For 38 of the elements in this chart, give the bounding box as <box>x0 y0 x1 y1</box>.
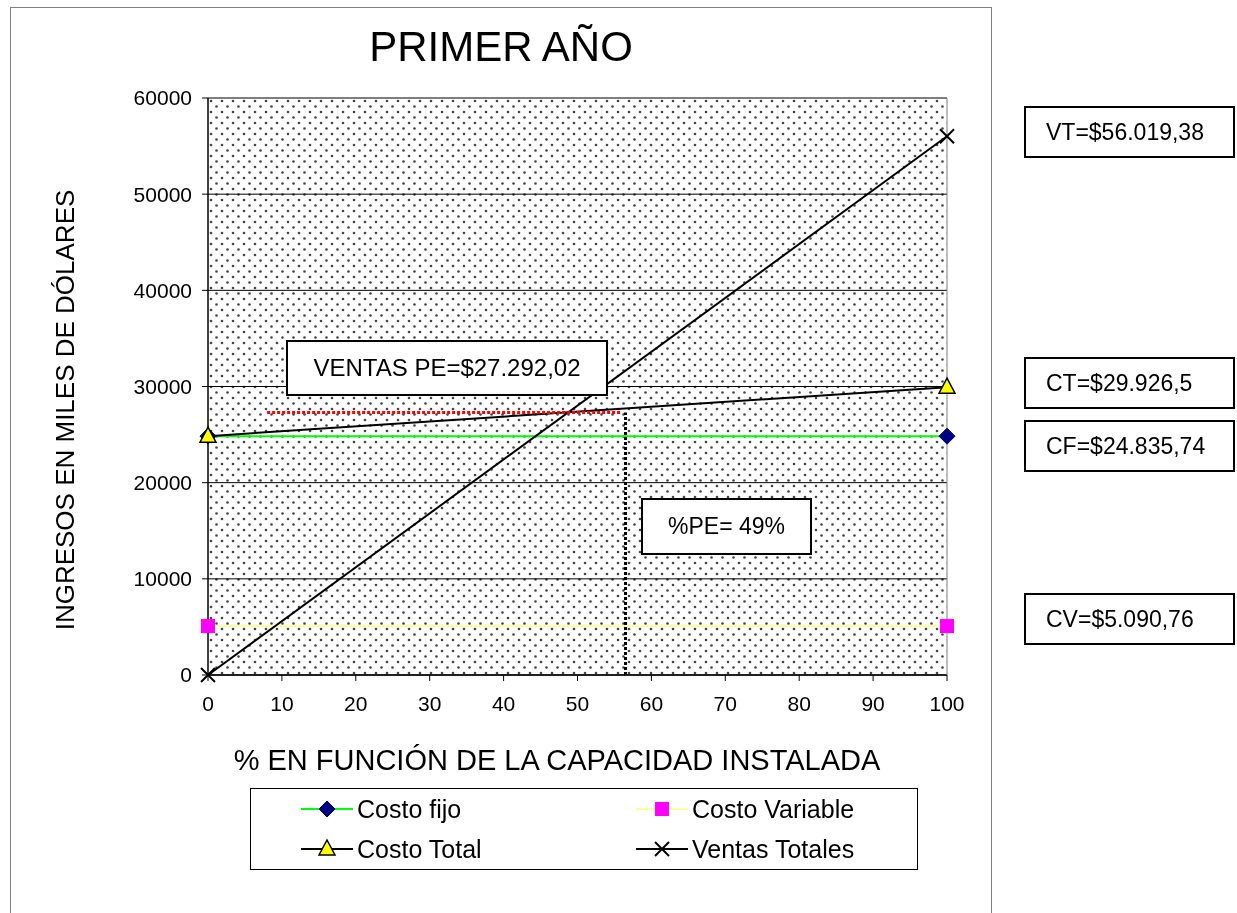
x-tick-label: 80 <box>787 691 811 715</box>
chart-title: PRIMER AÑO <box>369 23 633 70</box>
x-tick-label: 70 <box>713 691 737 715</box>
callout-box: VT=$56.019,38 <box>1024 106 1235 158</box>
x-tick-label: 60 <box>639 691 664 715</box>
legend-label: Ventas Totales <box>692 834 855 864</box>
point <box>938 427 956 445</box>
x-tick-label: 50 <box>565 691 590 715</box>
x-tick-label: 90 <box>861 691 885 715</box>
callout-box: %PE= 49% <box>641 498 812 555</box>
y-tick-label: 50000 <box>133 182 192 206</box>
annotation: %PE= 49% <box>668 513 785 540</box>
annotation: VENTAS PE=$27.292,02 <box>313 354 581 382</box>
point <box>940 619 954 634</box>
callout-box: CV=$5.090,76 <box>1024 593 1235 645</box>
point <box>201 619 215 634</box>
x-tick-label: 30 <box>418 691 442 715</box>
legend-label: Costo Total <box>357 834 482 864</box>
y-tick-label: 20000 <box>133 471 192 495</box>
legend-label: Costo fijo <box>357 794 462 824</box>
callout-box: CT=$29.926,5 <box>1024 357 1235 409</box>
point <box>200 667 216 683</box>
x-tick-label: 40 <box>491 691 516 715</box>
legend-label: Costo Variable <box>692 794 855 824</box>
callout-box: VENTAS PE=$27.292,02 <box>286 340 608 396</box>
x-tick-label: 0 <box>202 691 214 715</box>
y-tick-label: 60000 <box>133 86 192 110</box>
x-tick-label: 100 <box>929 691 965 715</box>
x-tick-label: 10 <box>270 691 294 715</box>
y-tick-label: 10000 <box>133 567 192 591</box>
y-tick-label: 30000 <box>133 374 192 398</box>
y-axis-title: INGRESOS EN MILES DE DÓLARES <box>50 189 80 631</box>
point <box>939 128 955 145</box>
x-tick-label: 20 <box>344 691 368 715</box>
y-tick-label: 0 <box>180 663 192 687</box>
y-tick-label: 40000 <box>133 278 192 302</box>
callout-box: CF=$24.835,74 <box>1024 420 1235 472</box>
x-axis-title: % EN FUNCIÓN DE LA CAPACIDAD INSTALADA <box>233 744 881 776</box>
